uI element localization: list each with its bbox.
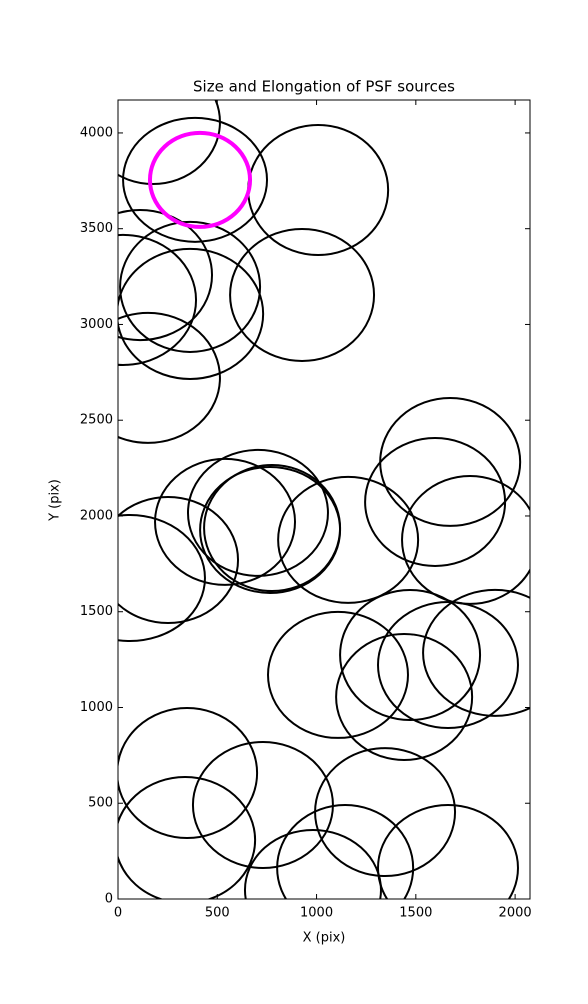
psf-ellipse — [122, 116, 269, 243]
y-tick-label: 1000 — [80, 700, 113, 715]
psf-ellipse — [118, 311, 221, 444]
psf-ellipse — [364, 437, 507, 567]
psf-ellipse — [276, 803, 415, 899]
y-tick-label: 2500 — [80, 413, 113, 428]
psf-ellipse — [118, 496, 240, 625]
y-tick-label: 1500 — [80, 604, 113, 619]
psf-ellipse — [118, 706, 259, 839]
plot-frame — [117, 99, 531, 900]
y-tick-label: 0 — [105, 892, 113, 907]
y-tick-label: 500 — [88, 796, 113, 811]
psf-ellipse — [401, 474, 530, 605]
x-tick-label: 1000 — [300, 906, 333, 921]
x-tick-label: 0 — [114, 906, 122, 921]
psf-ellipse — [229, 227, 376, 362]
y-axis-label: Y (pix) — [48, 479, 63, 522]
psf-ellipse — [243, 828, 382, 899]
psf-ellipse — [118, 233, 198, 366]
psf-ellipse — [118, 514, 206, 643]
psf-ellipse — [277, 475, 420, 604]
y-tick-label: 3000 — [80, 317, 113, 332]
psf-ellipse — [154, 457, 297, 586]
x-tick-label: 1500 — [399, 906, 432, 921]
x-axis-label: X (pix) — [303, 931, 346, 946]
psf-ellipse — [203, 464, 342, 593]
y-tick-label: 4000 — [80, 125, 113, 140]
psf-ellipse — [118, 209, 213, 342]
psf-ellipse — [335, 632, 474, 761]
x-tick-label: 2000 — [499, 906, 532, 921]
x-tick-label: 500 — [205, 906, 230, 921]
psf-ellipse — [377, 600, 519, 729]
psf-ellipse — [377, 803, 519, 899]
chart-title: Size and Elongation of PSF sources — [193, 78, 455, 96]
y-tick-label: 2000 — [80, 508, 113, 523]
psf-ellipse — [339, 588, 482, 722]
y-tick-label: 3500 — [80, 221, 113, 236]
psf-ellipse — [186, 448, 329, 577]
psf-ellipse — [147, 130, 253, 229]
psf-ellipse — [267, 610, 409, 739]
psf-ellipse — [118, 776, 257, 899]
plot-area — [118, 100, 530, 899]
psf-ellipse — [119, 220, 262, 353]
psf-ellipse — [422, 588, 530, 717]
psf-ellipse — [118, 247, 265, 380]
